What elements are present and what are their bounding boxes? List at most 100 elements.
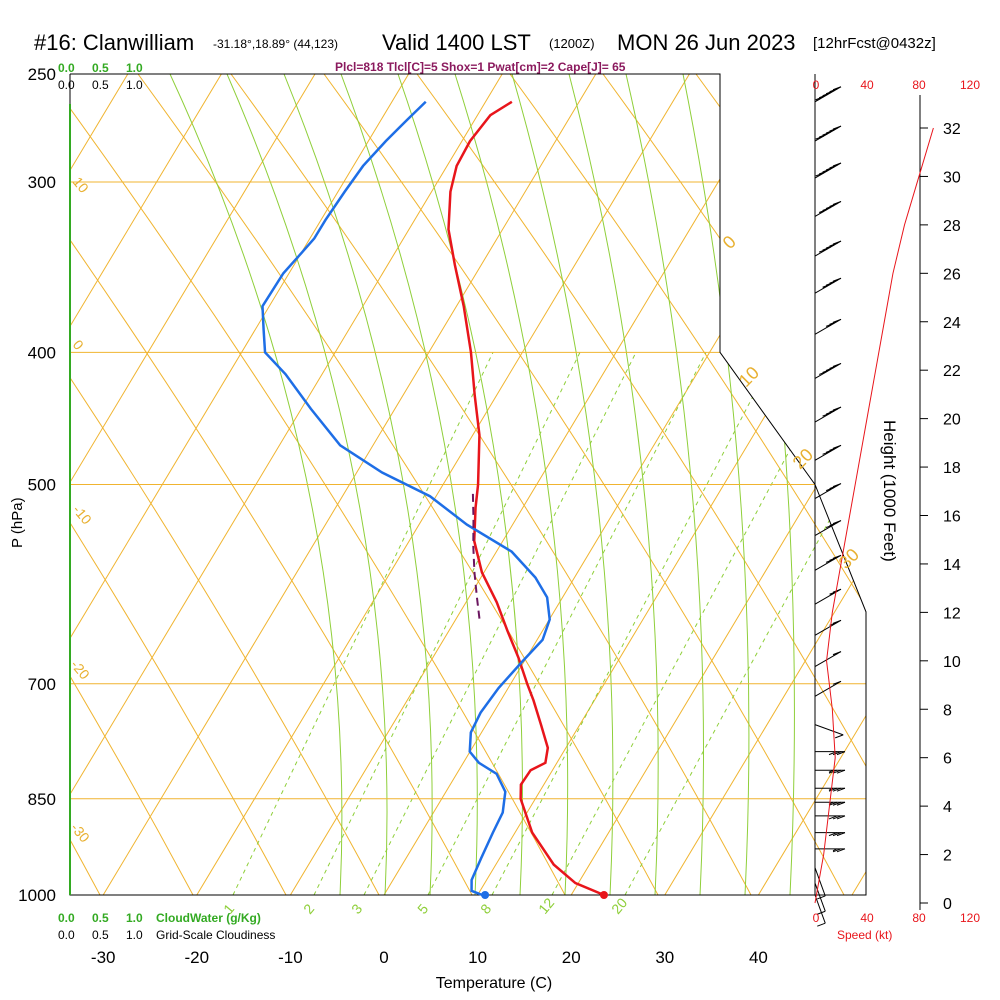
- dry-adiabat-label: 30: [835, 545, 863, 573]
- wind-barb: [814, 406, 842, 423]
- mixing-ratio-label: 3: [348, 901, 365, 917]
- wind-speed-tick-bottom: 0: [813, 911, 820, 925]
- pressure-tick-label: 850: [28, 790, 56, 809]
- mixing-ratio-line: [313, 352, 581, 895]
- isotherm-line: [70, 74, 222, 895]
- height-tick-label: 0: [943, 896, 952, 913]
- temp-tick-label: 0: [379, 948, 388, 967]
- mixing-ratio-line: [363, 352, 637, 895]
- mixing-ratio-line: [551, 352, 843, 895]
- cloudiness-tick: 0.0: [58, 928, 75, 942]
- wind-barb: [814, 867, 826, 900]
- x-axis-label: Temperature (C): [436, 975, 552, 992]
- isotherm-line: [851, 74, 866, 895]
- temperature-surface-point: [599, 891, 608, 899]
- wind-speed-tick-top: 120: [960, 78, 980, 92]
- dry-adiabat-line: [0, 74, 7, 895]
- dew-point-surface-point: [481, 891, 490, 899]
- y-axis-label: P (hPa): [9, 497, 26, 548]
- wind-barb: [814, 588, 842, 605]
- wind-barb: [814, 362, 842, 379]
- dry-adiabat-label: 10: [735, 363, 763, 391]
- wind-barb: [814, 680, 842, 697]
- wind-barb: [815, 848, 846, 853]
- title-date: MON 26 Jun 2023: [617, 30, 796, 55]
- y2-axis-label: Height (1000 Feet): [880, 420, 899, 562]
- height-tick-label: 18: [943, 460, 961, 477]
- pressure-tick-label: 700: [28, 675, 56, 694]
- temp-tick-label: 30: [655, 948, 674, 967]
- cloudiness-tick: 0.5: [92, 78, 109, 92]
- isotherm-label: 0: [70, 337, 87, 353]
- cloudwater-tick: 0.5: [92, 911, 109, 925]
- height-tick-label: 28: [943, 218, 961, 235]
- wind-barb: [814, 554, 842, 571]
- mixing-ratio-label: 8: [477, 901, 494, 917]
- cloudwater-tick: 0.0: [58, 911, 75, 925]
- pressure-tick-label: 250: [28, 65, 56, 84]
- temp-tick-label: 10: [468, 948, 487, 967]
- plot-frame: [69, 73, 867, 896]
- cloudiness-label: Grid-Scale Cloudiness: [156, 928, 275, 942]
- wind-barb: [814, 894, 826, 927]
- dry-adiabat-label: 0: [719, 232, 740, 253]
- wind-speed-tick-bottom: 80: [912, 911, 926, 925]
- wind-barb: [814, 162, 842, 179]
- wind-barb: [815, 751, 846, 756]
- wind-barb: [814, 240, 842, 257]
- wind-barb: [815, 815, 846, 820]
- height-tick-label: 4: [943, 799, 952, 816]
- wind-barb: [814, 651, 842, 668]
- isotherm-label: -10: [70, 502, 95, 528]
- height-tick-label: 10: [943, 654, 961, 671]
- series-temperature: [447, 100, 605, 897]
- height-tick-label: 8: [943, 702, 952, 719]
- height-tick-label: 20: [943, 412, 961, 429]
- cloudwater-tick: 1.0: [126, 911, 143, 925]
- height-tick-label: 16: [943, 509, 961, 526]
- wind-barb: [814, 86, 842, 103]
- isotherm-line: [664, 74, 866, 895]
- title-forecast: [12hrFcst@0432z]: [813, 35, 936, 52]
- mixing-ratio-label: 2: [300, 901, 317, 917]
- height-panel: [814, 127, 934, 904]
- subtitle: Plcl=818 Tlcl[C]=5 Shox=1 Pwat[cm]=2 Cap…: [335, 60, 626, 74]
- plot-area: [0, 74, 866, 895]
- title-coords: -31.18°,18.89° (44,123): [213, 37, 338, 51]
- temp-tick-label: 40: [749, 948, 768, 967]
- wind-barb: [814, 724, 844, 739]
- dry-adiabat-line: [70, 74, 287, 895]
- isotherm-line: [757, 74, 866, 895]
- temp-tick-label: -20: [185, 948, 210, 967]
- wind-barb: [814, 444, 842, 461]
- dry-adiabat-line: [70, 74, 194, 895]
- cloudiness-tick: 0.0: [58, 78, 75, 92]
- dry-adiabat-label: 20: [789, 445, 817, 473]
- wind-barb: [814, 201, 842, 217]
- wind-barb: [814, 483, 842, 499]
- wind-barb: [815, 832, 846, 837]
- pressure-tick-label: 400: [28, 343, 56, 362]
- mixing-ratio-line: [232, 352, 494, 895]
- cloudiness-tick: 0.5: [92, 928, 109, 942]
- wind-barb: [815, 769, 846, 774]
- title-valid: Valid 1400 LST: [382, 30, 531, 55]
- mixing-ratio-label: 5: [414, 901, 431, 917]
- cloudiness-tick: 1.0: [126, 928, 143, 942]
- height-tick-label: 6: [943, 751, 952, 768]
- series-parcel: [471, 493, 481, 622]
- wind-speed-label: Speed (kt): [837, 928, 892, 942]
- isotherm-label: 10: [70, 174, 92, 196]
- wind-speed-tick-bottom: 40: [860, 911, 874, 925]
- height-tick-label: 24: [943, 315, 961, 332]
- title-station: #16: Clanwilliam: [34, 30, 194, 55]
- mixing-ratio-line: [427, 352, 707, 895]
- wind-barb: [814, 318, 842, 335]
- height-tick-label: 12: [943, 605, 961, 622]
- dry-adiabat-line: [602, 74, 866, 895]
- wind-barb: [814, 125, 842, 142]
- title-utc: (1200Z): [549, 36, 595, 51]
- height-tick-label: 14: [943, 557, 961, 574]
- series-dew-point: [261, 100, 551, 897]
- cloudwater-tick: 0.0: [58, 61, 75, 75]
